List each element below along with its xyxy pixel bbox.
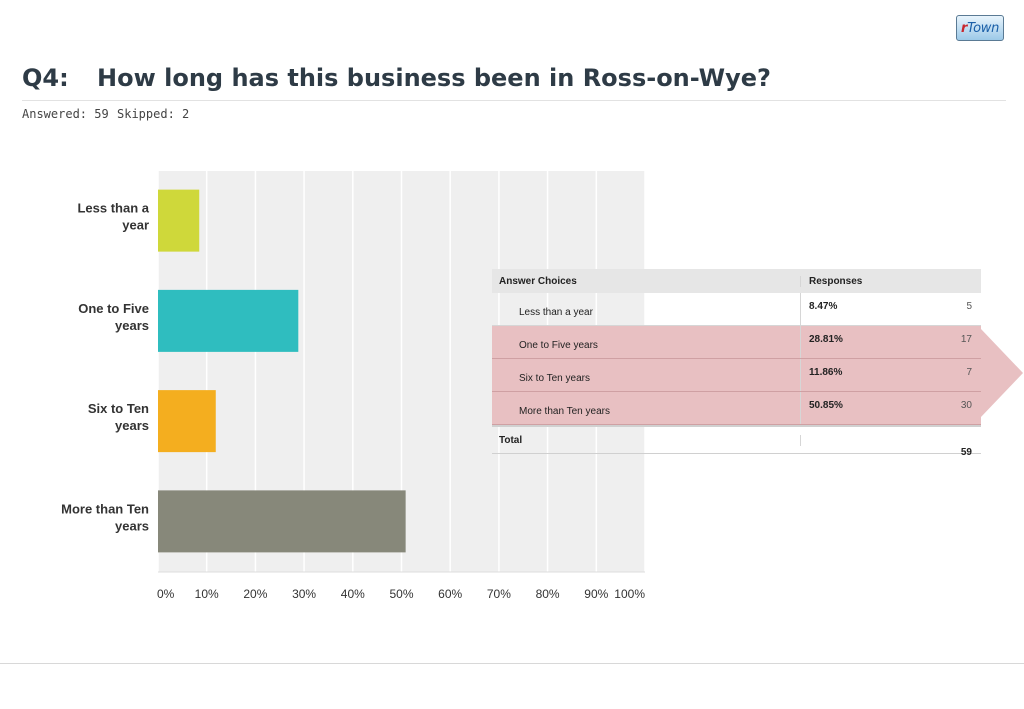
category-labels: Less than a year One to Five years Six to Te…: [61, 201, 150, 534]
x-tick-label: 30%: [292, 587, 316, 601]
rtown-logo: r Town: [956, 15, 1004, 41]
row-label: Six to Ten years: [492, 359, 801, 391]
x-tick-label: 20%: [243, 587, 267, 601]
footer-divider: [0, 663, 1024, 664]
header-answer-choices: Answer Choices: [492, 275, 801, 287]
total-label: Total: [492, 434, 801, 446]
x-tick-label: 40%: [341, 587, 365, 601]
table-row: Less than a year 8.47% 5: [492, 293, 981, 326]
x-tick-label: 50%: [389, 587, 413, 601]
x-tick-labels: 0% 10% 20% 30% 40% 50% 60% 70% 80% 90% 100%: [157, 587, 645, 601]
category-label: More than Ten: [61, 501, 149, 516]
row-label: Less than a year: [492, 293, 801, 325]
row-percent: 11.86%: [809, 367, 843, 378]
bar: [158, 289, 299, 352]
total-count: 59: [960, 447, 972, 458]
logo-r: r: [960, 20, 968, 36]
row-label: One to Five years: [492, 326, 801, 358]
header-responses: Responses: [809, 275, 863, 287]
bar-chart: Less than a year One to Five years Six to Te…: [61, 171, 646, 601]
category-label: years: [115, 318, 149, 333]
x-tick-label: 0%: [157, 587, 175, 601]
x-tick-label: 100%: [614, 587, 645, 601]
row-count: 17: [960, 334, 972, 345]
x-tick-label: 70%: [487, 587, 511, 601]
table-row: Six to Ten years 11.86% 7: [492, 359, 981, 392]
bar: [158, 490, 406, 553]
row-percent: 28.81%: [809, 334, 843, 345]
x-tick-label: 60%: [438, 587, 462, 601]
table-total-row: Total 59: [492, 425, 981, 458]
row-count: 5: [966, 301, 972, 312]
row-percent: 50.85%: [809, 400, 843, 411]
skipped-count: Skipped: 2: [117, 107, 190, 121]
row-count: 30: [960, 400, 972, 411]
bars: [158, 189, 406, 553]
category-label: years: [115, 418, 149, 433]
category-label: Six to Ten: [88, 401, 149, 416]
logo-text: Town: [967, 20, 1000, 36]
category-label: Less than a: [77, 201, 149, 216]
row-count: 7: [966, 367, 972, 378]
answered-count: Answered: 59: [22, 107, 109, 121]
x-tick-label: 90%: [584, 587, 608, 601]
question-title: How long has this business been in Ross-…: [97, 64, 771, 92]
row-percent: 8.47%: [809, 301, 838, 312]
bar: [158, 189, 200, 252]
table-row: More than Ten years 50.85% 30: [492, 392, 981, 425]
question-number: Q4:: [22, 64, 69, 92]
bar: [158, 390, 216, 453]
x-tick-label: 80%: [536, 587, 560, 601]
category-label: year: [122, 218, 149, 233]
table-header: Answer Choices Responses: [492, 269, 981, 293]
category-label: years: [115, 518, 149, 533]
category-label: One to Five: [78, 301, 149, 316]
row-label: More than Ten years: [492, 392, 801, 424]
response-table: Answer Choices Responses Less than a yea…: [492, 269, 981, 458]
table-row: One to Five years 28.81% 17: [492, 326, 981, 359]
title-divider: [22, 100, 1006, 101]
x-tick-label: 10%: [195, 587, 219, 601]
